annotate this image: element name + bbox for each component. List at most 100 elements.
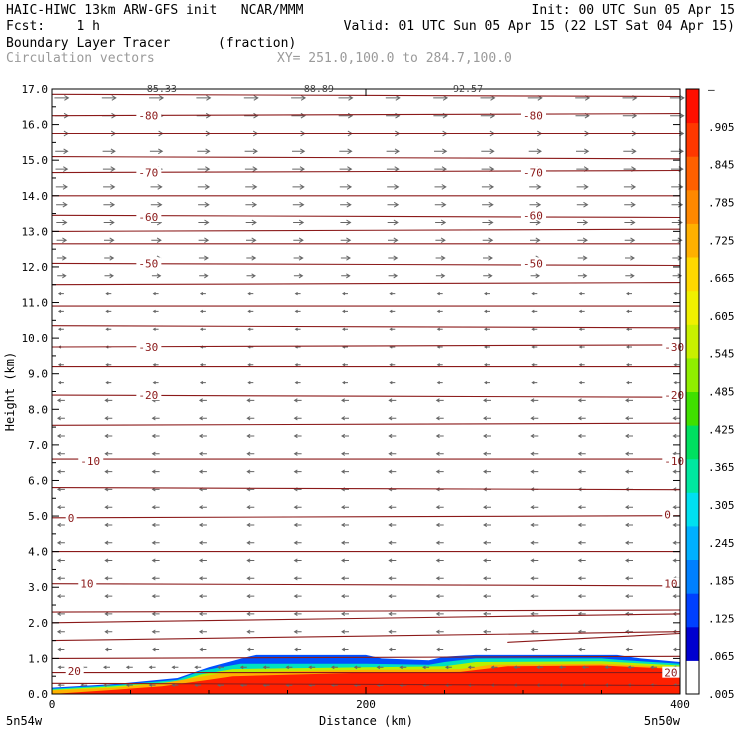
y-tick-label: 6.0 [28, 474, 48, 487]
vector-arrow [80, 683, 88, 687]
vector-arrow [246, 416, 255, 421]
vector-arrow [292, 166, 305, 172]
vector-arrow [294, 309, 301, 314]
vector-arrow [576, 184, 589, 190]
vector-arrow [198, 433, 207, 439]
vector-arrow [104, 255, 115, 261]
vector-arrow [56, 469, 65, 474]
vector-arrow [150, 201, 163, 208]
vector-arrow [199, 363, 206, 367]
vector-arrow [435, 398, 444, 403]
field1-units: (fraction) [218, 36, 297, 51]
vector-arrow [624, 219, 636, 226]
vector-arrow [198, 255, 209, 261]
vector-arrow [672, 469, 681, 474]
vector-arrow [389, 291, 396, 296]
vector-arrow [292, 184, 305, 190]
vector-arrow [577, 522, 586, 528]
vector-arrow [577, 505, 586, 510]
vector-arrow [513, 665, 521, 670]
colorbar-frame [685, 88, 700, 695]
vector-arrow [530, 433, 539, 439]
field1-name: Boundary Layer Tracer [6, 36, 171, 51]
vector-arrow [483, 558, 491, 563]
vector-arrow [105, 291, 112, 296]
vector-arrow [104, 540, 113, 545]
vector-arrow [293, 469, 302, 474]
vector-arrow [577, 433, 586, 439]
vector-arrow [56, 451, 65, 456]
vector-arrow [151, 629, 160, 634]
vector-arrow [484, 345, 490, 349]
contour-label-bg [662, 454, 688, 466]
colorbar-swatch [686, 559, 699, 594]
vector-arrow [530, 398, 539, 403]
vector-arrow [669, 95, 685, 101]
vector-arrow [56, 629, 65, 634]
vector-arrow [625, 576, 633, 581]
contour-label-bg [662, 508, 674, 520]
colorbar-swatch [686, 626, 699, 661]
vector-arrow [650, 665, 658, 670]
vector-arrow [285, 665, 293, 670]
vector-arrow [293, 273, 304, 279]
contour-label-bg [136, 166, 162, 178]
colorbar-swatch [686, 660, 699, 695]
vector-arrow [672, 647, 680, 652]
colorbar-swatch [686, 189, 699, 224]
vector-arrow [198, 540, 207, 545]
vector-arrow [531, 291, 538, 296]
contour-label: 0 [68, 512, 75, 525]
vector-arrow [672, 433, 681, 439]
vector-arrow [342, 291, 348, 296]
contour-line [51, 228, 681, 232]
contour-label-bg [521, 257, 546, 269]
vector-arrow [435, 522, 444, 528]
vector-arrow [56, 505, 65, 510]
contour-label: -20 [664, 389, 684, 402]
contour-label: -20 [138, 389, 158, 402]
vector-arrow [386, 166, 400, 172]
colorbar-label: .425 [708, 423, 735, 436]
forecast-hour: Fcst: 1 h [6, 19, 100, 34]
vector-arrow [624, 201, 636, 208]
colorbar-swatch [686, 223, 699, 258]
vector-arrow [104, 237, 115, 244]
colorbar-swatch [686, 89, 699, 124]
vector-arrow [54, 95, 70, 101]
vector-arrow [247, 363, 254, 367]
vector-arrow [56, 201, 68, 208]
vector-arrow [55, 184, 68, 190]
vector-arrow [244, 148, 258, 155]
contour-label: -60 [138, 211, 158, 224]
contour-label: -30 [664, 341, 684, 354]
vector-arrow [530, 629, 539, 634]
vector-arrow [245, 219, 257, 226]
top-label: 85.33 [147, 84, 177, 95]
vector-arrow [388, 629, 397, 634]
vector-arrow [341, 451, 349, 456]
vector-arrow [672, 522, 681, 528]
vector-arrow [341, 629, 349, 634]
vector-arrow [104, 558, 113, 563]
vector-arrow [339, 166, 353, 172]
vector-arrow [104, 647, 112, 652]
vector-arrow [399, 665, 407, 670]
vector-arrow [340, 201, 352, 208]
vector-arrow [330, 665, 338, 670]
vector-arrow [577, 451, 586, 456]
vector-arrow [389, 363, 396, 367]
vector-arrow [530, 273, 541, 279]
vector-arrow [481, 148, 495, 155]
vector-arrow [389, 380, 396, 385]
colorbar-swatch [686, 593, 699, 628]
vector-arrow [577, 576, 586, 581]
vector-arrow [483, 416, 491, 421]
vector-arrow [246, 647, 254, 652]
vector-arrow [341, 522, 349, 528]
vector-arrow [482, 237, 494, 244]
vector-arrow [626, 291, 632, 296]
top-label: 88.89 [304, 84, 334, 95]
vector-arrow [125, 665, 133, 670]
vector-arrow [672, 416, 681, 421]
